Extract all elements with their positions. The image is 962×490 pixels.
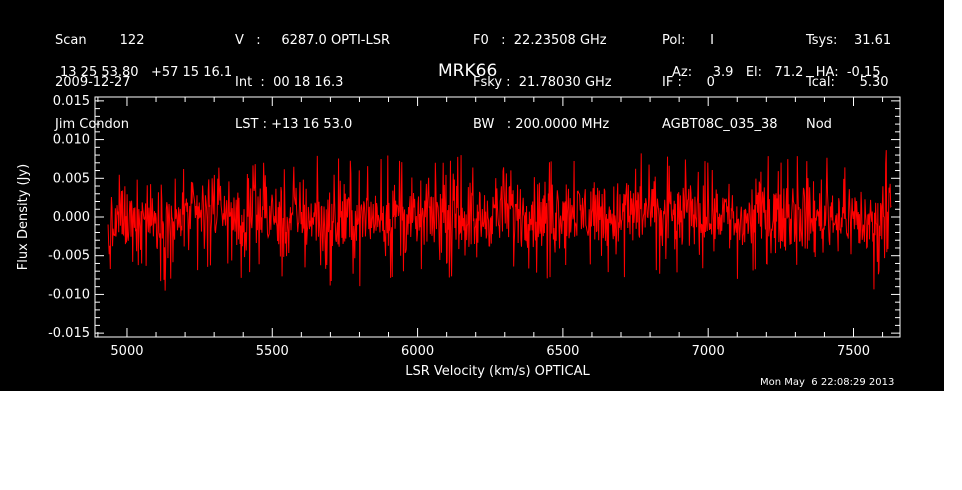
y-tick-label: -0.015 — [48, 326, 90, 341]
y-tick-label: 0.000 — [53, 210, 90, 225]
header-velocity-info: V : 6287.0 OPTI-LSR Int : 00 18 16.3 LST… — [235, 6, 390, 160]
x-tick-label: 5000 — [110, 344, 143, 359]
x-tick-label: 6500 — [546, 344, 579, 359]
y-tick-label: 0.005 — [53, 171, 90, 186]
spectrum-trace — [107, 150, 892, 291]
header-integration: Int : 00 18 16.3 — [235, 75, 344, 90]
header-if: IF : 0 — [662, 75, 715, 90]
header-pol: Pol: I — [662, 33, 714, 48]
header-procedure: Nod — [806, 117, 832, 132]
header-bw: BW : 200.0000 MHz — [473, 117, 610, 132]
header-frequency-info: F0 : 22.23508 GHz Fsky : 21.78030 GHz BW… — [473, 6, 612, 160]
header-velocity: V : 6287.0 OPTI-LSR — [235, 33, 391, 48]
y-tick-label: -0.010 — [48, 287, 90, 302]
header-f0: F0 : 22.23508 GHz — [473, 33, 607, 48]
header-project: AGBT08C_035_38 — [662, 117, 778, 132]
header-tsys: Tsys: 31.61 — [806, 33, 892, 48]
header-pointing: Az: 3.9 El: 71.2 HA: -0.15 — [672, 65, 881, 80]
y-axis-label: Flux Density (Jy) — [16, 164, 31, 270]
spectrum-chart: 5000 5500 6000 6500 7000 7500 -0.015 -0.010 -0.0… — [16, 94, 901, 379]
x-tick-label: 6000 — [401, 344, 434, 359]
x-tick-label: 7000 — [692, 344, 725, 359]
plot-window: Scan 122 2009-12-27 Jim Condon V : 6287.… — [0, 0, 944, 391]
y-tick-label: -0.005 — [48, 249, 90, 264]
y-tick-label: 0.015 — [53, 94, 90, 109]
header-tsys-info: Tsys: 31.61 Tcal: 5.30 Nod — [806, 6, 891, 160]
axis-layer — [94, 96, 901, 338]
timestamp: Mon May 6 22:08:29 2013 — [760, 377, 895, 388]
x-axis-label: LSR Velocity (km/s) OPTICAL — [405, 364, 590, 379]
source-name: MRK66 — [438, 61, 498, 81]
header-tcal: Tcal: 5.30 — [806, 75, 889, 90]
spectrum-trace-layer — [107, 150, 892, 291]
y-tick-label: 0.010 — [53, 133, 90, 148]
header-scan-info: Scan 122 2009-12-27 Jim Condon — [55, 6, 144, 160]
header-fsky: Fsky : 21.78030 GHz — [473, 75, 612, 90]
header-coords: 13 25 53.80 +57 15 16.1 — [60, 65, 233, 80]
header-date: 2009-12-27 — [55, 75, 131, 90]
x-tick-label: 7500 — [837, 344, 870, 359]
x-tick-label: 5500 — [256, 344, 289, 359]
header-lst: LST : +13 16 53.0 — [235, 117, 353, 132]
header-pol-info: Pol: I IF : 0 AGBT08C_035_38 — [662, 6, 778, 160]
axis-labels: 5000 5500 6000 6500 7000 7500 -0.015 -0.010 -0.0… — [16, 94, 870, 379]
header-observer: Jim Condon — [55, 117, 129, 132]
header-scan: Scan 122 — [55, 33, 145, 48]
